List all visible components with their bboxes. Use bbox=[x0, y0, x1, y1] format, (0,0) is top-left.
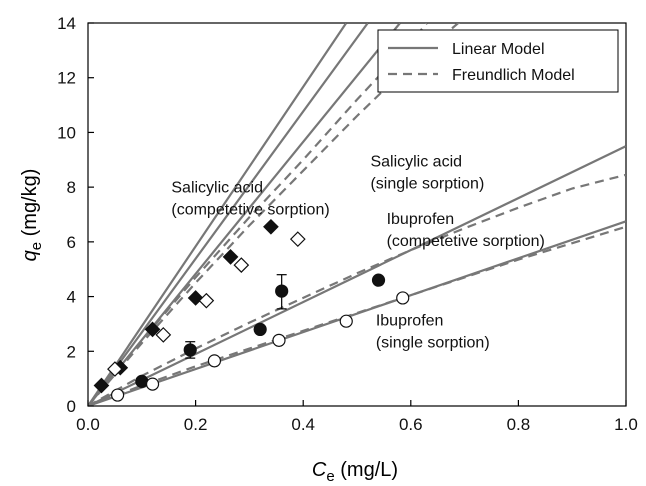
series-annotations: Salicylic acid (competetive sorption)Sali… bbox=[171, 154, 544, 352]
ibu-single-annotation: Ibuprofen (single sorption) bbox=[376, 312, 490, 351]
ibu-single-point bbox=[339, 314, 353, 328]
sa-comp-annotation: Salicylic acid (competetive sorption) bbox=[171, 180, 329, 219]
sa-single-point bbox=[155, 327, 172, 343]
x-axis-title: Ce (mg/L) bbox=[312, 459, 398, 485]
y-tick-label: 4 bbox=[67, 288, 76, 307]
sa-single-linear-line bbox=[88, 23, 401, 406]
legend-box bbox=[377, 29, 619, 93]
sa-comp-point bbox=[263, 218, 279, 235]
ibu-single-linear-line bbox=[88, 220, 626, 406]
y-tick-label: 8 bbox=[67, 178, 76, 197]
x-tick-label: 0.6 bbox=[399, 415, 423, 434]
ibu-single-freundlich-line bbox=[88, 225, 626, 406]
sa-single-point bbox=[233, 257, 250, 273]
legend-linear-label: Linear Model bbox=[452, 41, 545, 58]
ibu-comp-point bbox=[275, 284, 289, 298]
sa-single-point bbox=[107, 361, 123, 377]
ibu-single-point bbox=[145, 377, 160, 391]
ibu-comp-point bbox=[253, 322, 267, 336]
x-axis-var: C bbox=[312, 459, 327, 481]
y-tick-label: 2 bbox=[67, 342, 76, 361]
ibu-comp-linear-line bbox=[88, 145, 626, 406]
y-axis-sub: e bbox=[28, 242, 45, 250]
sa-single-annotation: Salicylic acid (single sorption) bbox=[370, 154, 484, 193]
y-axis-unit: (mg/kg) bbox=[19, 169, 41, 242]
x-tick-label: 0.4 bbox=[291, 415, 315, 434]
ibu-comp-point bbox=[183, 343, 197, 357]
sa-single-annotation-line: Salicylic acid bbox=[370, 154, 462, 171]
ibu-comp-freundlich-line bbox=[88, 173, 626, 406]
ibu-comp-point bbox=[371, 273, 386, 287]
x-tick-label: 0.8 bbox=[507, 415, 531, 434]
x-tick-label: 0.0 bbox=[76, 415, 100, 434]
ibu-comp-annotation-line: Ibuprofen bbox=[387, 211, 455, 228]
y-tick-label: 12 bbox=[57, 69, 76, 88]
ibu-comp-point bbox=[135, 374, 149, 388]
sa-single-point bbox=[289, 231, 306, 247]
ibu-single-point bbox=[272, 333, 286, 347]
axis-ticks: 0.0 0.2 0.4 0.6 0.8 1.0 0 2 4 6 8 10 12 14 bbox=[57, 14, 638, 434]
x-tick-label: 1.0 bbox=[614, 415, 638, 434]
ibu-single-point bbox=[110, 388, 125, 402]
sa-comp-point bbox=[93, 377, 110, 394]
ibu-comp-annotation-line: (competetive sorption) bbox=[387, 233, 545, 250]
y-tick-label: 14 bbox=[57, 14, 76, 33]
legend: Linear Model Freundlich Model bbox=[377, 29, 619, 93]
x-axis-sub: e bbox=[326, 468, 334, 485]
ibu-single-point bbox=[207, 354, 222, 368]
sa-single-annotation-line: (single sorption) bbox=[370, 176, 484, 193]
ibu-single-annotation-line: (single sorption) bbox=[376, 334, 490, 351]
y-tick-label: 10 bbox=[57, 123, 76, 142]
ibu-single-annotation-line: Ibuprofen bbox=[376, 312, 444, 329]
ibu-comp-annotation: Ibuprofen (competetive sorption) bbox=[387, 211, 545, 250]
y-axis-title: qe (mg/kg) bbox=[19, 169, 45, 262]
ibu-single-point bbox=[396, 291, 410, 305]
sa-comp-linear-line-alt bbox=[88, 23, 369, 406]
sa-comp-annotation-line: (competetive sorption) bbox=[171, 202, 329, 219]
y-tick-label: 0 bbox=[67, 397, 76, 416]
x-axis-unit: (mg/L) bbox=[335, 459, 398, 481]
sa-comp-point bbox=[187, 290, 204, 306]
x-tick-label: 0.2 bbox=[184, 415, 208, 434]
sa-single-point bbox=[198, 292, 215, 309]
data-markers bbox=[93, 218, 410, 402]
y-tick-label: 6 bbox=[67, 233, 76, 252]
sa-comp-point bbox=[222, 249, 239, 265]
y-axis-var: q bbox=[19, 250, 41, 261]
legend-freundlich-label: Freundlich Model bbox=[452, 67, 575, 84]
sa-comp-point bbox=[144, 321, 161, 338]
sa-comp-linear-line bbox=[88, 23, 348, 406]
sa-comp-annotation-line: Salicylic acid bbox=[171, 180, 263, 197]
